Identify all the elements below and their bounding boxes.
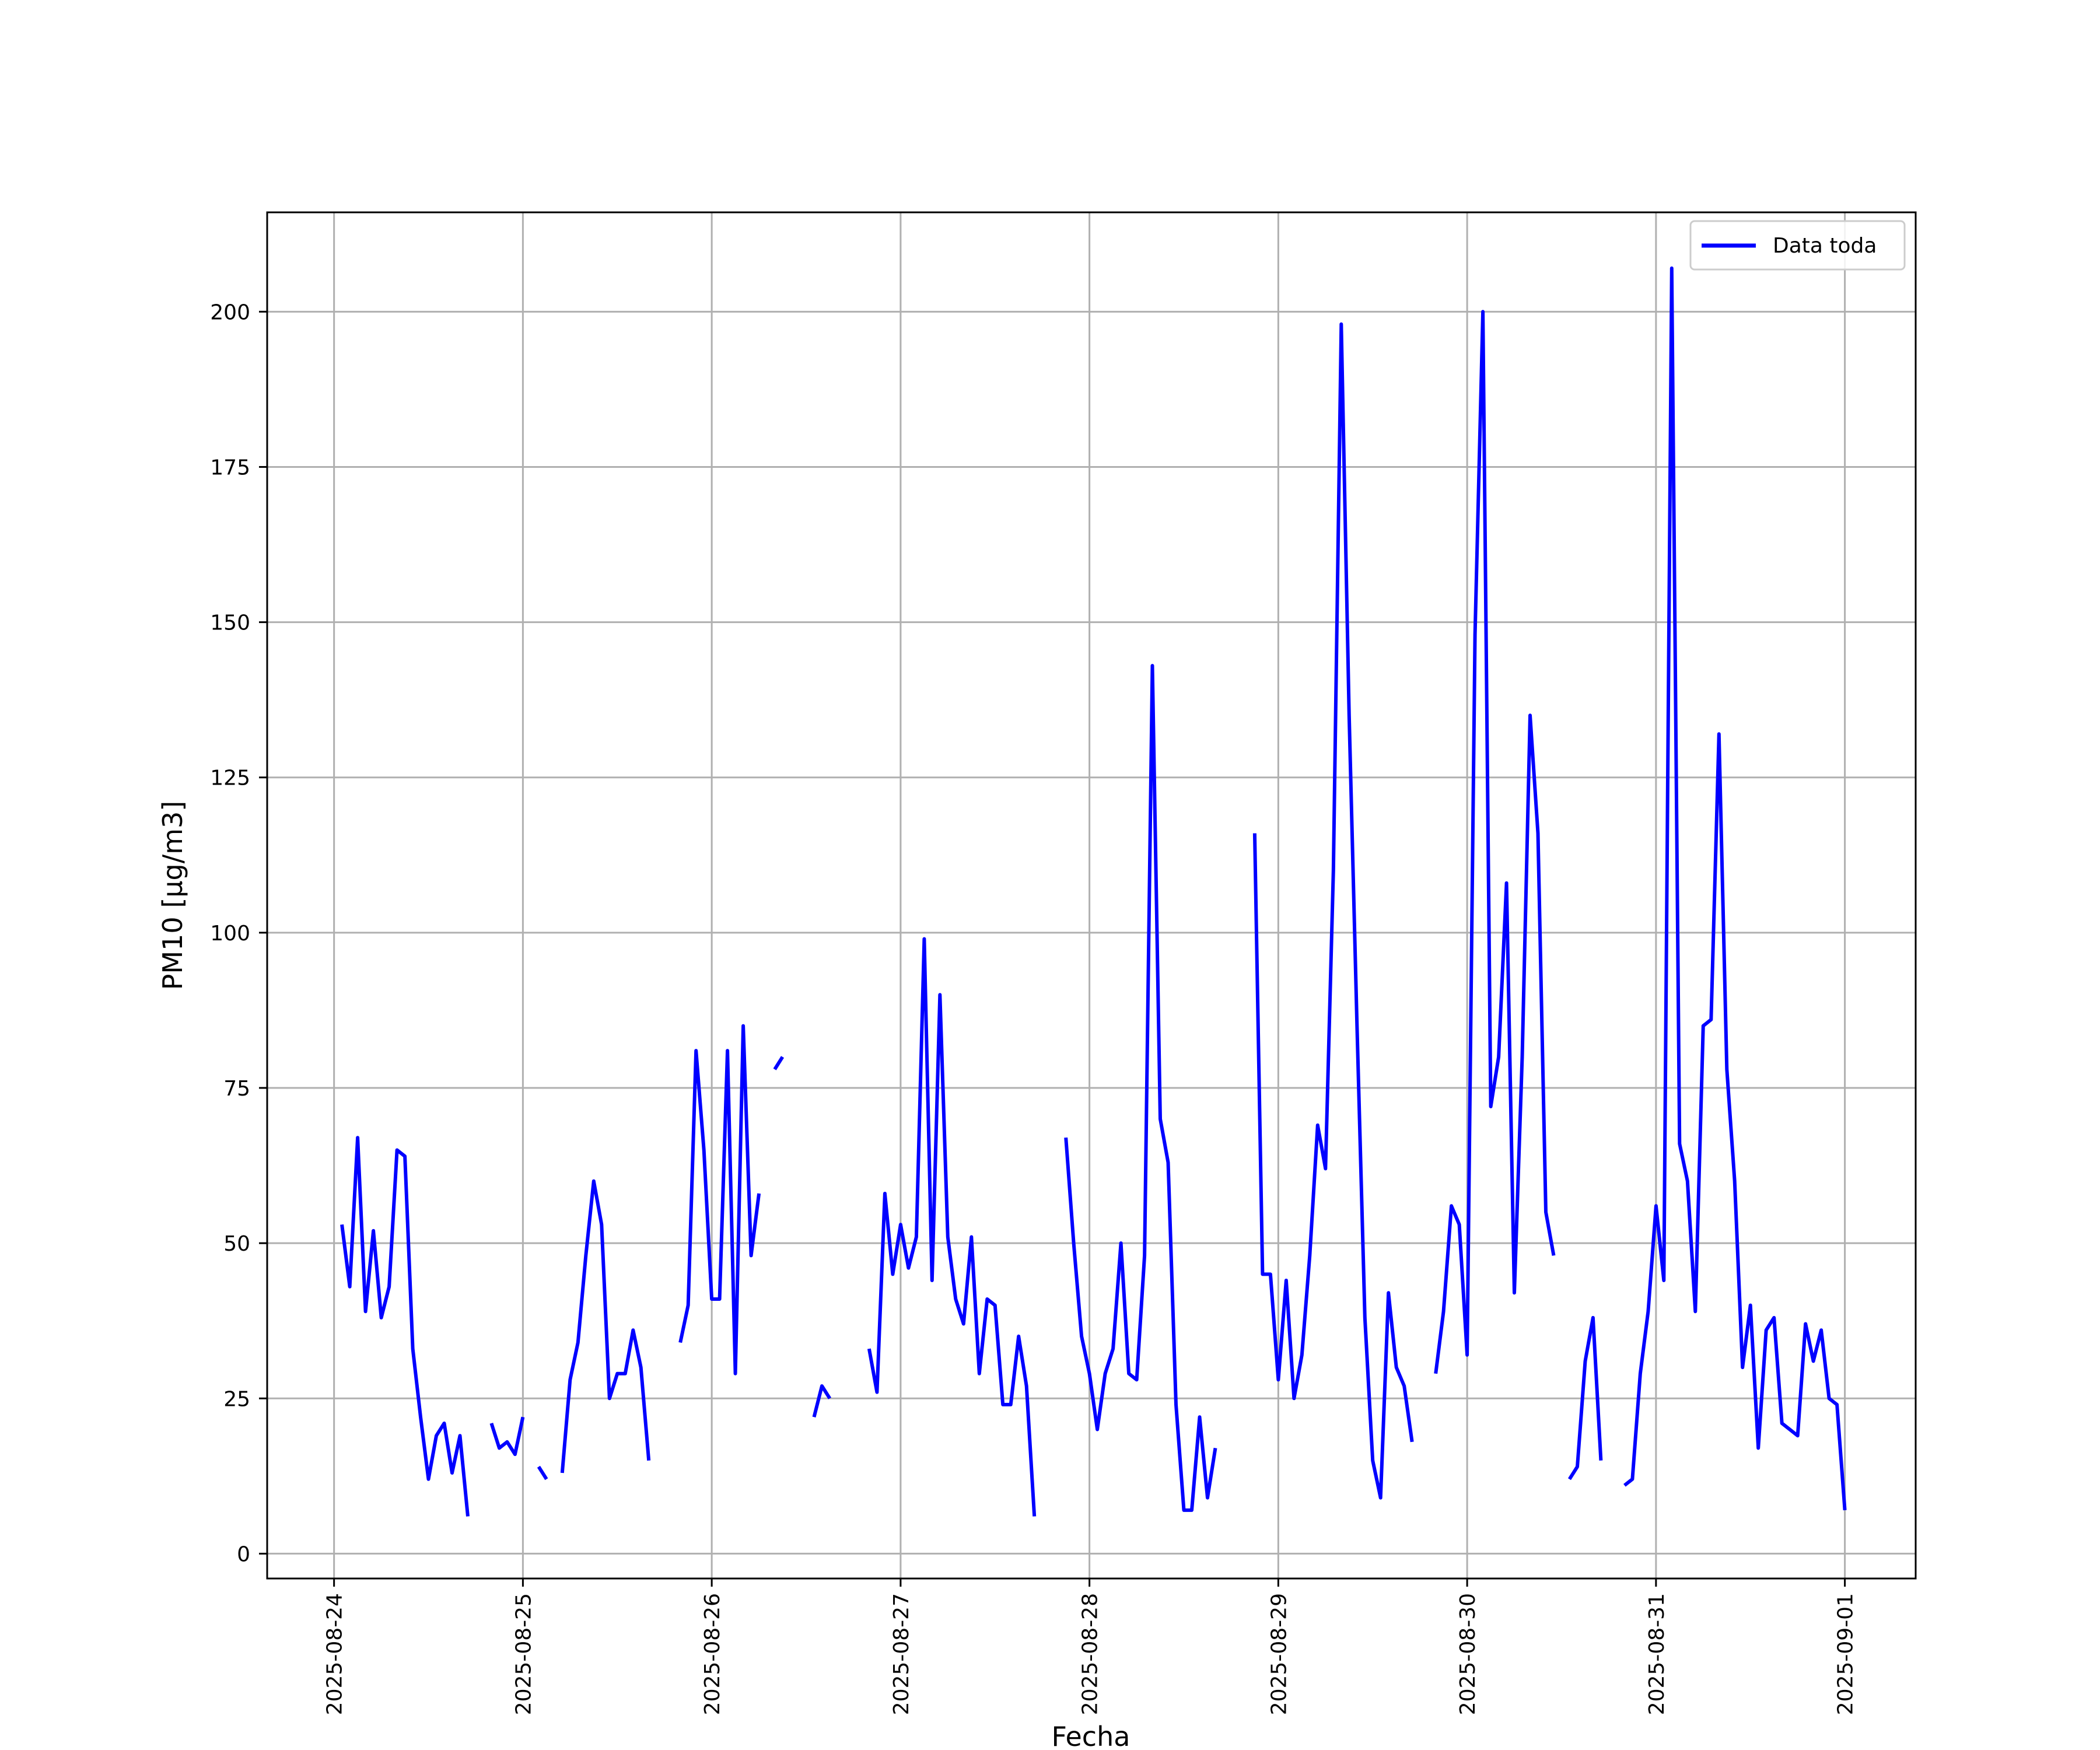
x-tick-label: 2025-08-29 xyxy=(1267,1593,1291,1715)
x-tick-label: 2025-08-27 xyxy=(890,1593,914,1715)
x-tick-label: 2025-08-28 xyxy=(1079,1593,1102,1715)
y-tick-label: 150 xyxy=(210,611,250,635)
axis-ticks: 2025-08-24 2025-08-25 2025-08-26 2025-08-27… xyxy=(210,300,1857,1715)
series-line-segment xyxy=(1434,310,1556,1374)
data-series xyxy=(340,266,1847,1517)
legend: Data toda xyxy=(1689,220,1906,271)
series-line-segment xyxy=(340,1136,470,1517)
series-line-segment xyxy=(489,1416,525,1457)
y-tick-label: 125 xyxy=(210,766,250,790)
series-line-segment xyxy=(1064,664,1217,1512)
y-tick-label: 175 xyxy=(210,456,250,480)
series-line-segment xyxy=(812,1384,832,1418)
grid xyxy=(267,212,1916,1578)
y-axis-label: PM10 [μg/m3] xyxy=(157,801,188,991)
series-line-segment xyxy=(678,1024,761,1376)
y-tick-label: 25 xyxy=(223,1387,250,1411)
plot-frame xyxy=(266,211,1917,1580)
series-line-segment xyxy=(537,1465,548,1480)
x-tick-label: 2025-08-25 xyxy=(512,1593,536,1715)
y-tick-label: 200 xyxy=(210,300,250,324)
x-tick-label: 2025-08-31 xyxy=(1645,1593,1669,1715)
series-line-segment xyxy=(773,1056,785,1070)
series-line-segment xyxy=(1567,1315,1603,1480)
x-tick-label: 2025-08-24 xyxy=(323,1593,347,1715)
x-axis-label: Fecha xyxy=(1052,1721,1130,1750)
series-line-segment xyxy=(560,1179,651,1474)
x-tick-label: 2025-08-30 xyxy=(1456,1593,1480,1715)
legend-box xyxy=(1689,220,1906,271)
y-tick-label: 50 xyxy=(223,1232,250,1256)
y-tick-label: 100 xyxy=(210,922,250,946)
x-tick-label: 2025-08-26 xyxy=(701,1593,724,1715)
series-line-segment xyxy=(1252,322,1414,1500)
x-tick-label: 2025-09-01 xyxy=(1834,1593,1858,1715)
series-line-segment xyxy=(867,937,1037,1517)
series-line-segment xyxy=(1623,266,1847,1511)
y-tick-label: 0 xyxy=(237,1542,250,1566)
legend-label: Data toda xyxy=(1773,234,1877,258)
y-tick-label: 75 xyxy=(223,1077,250,1101)
